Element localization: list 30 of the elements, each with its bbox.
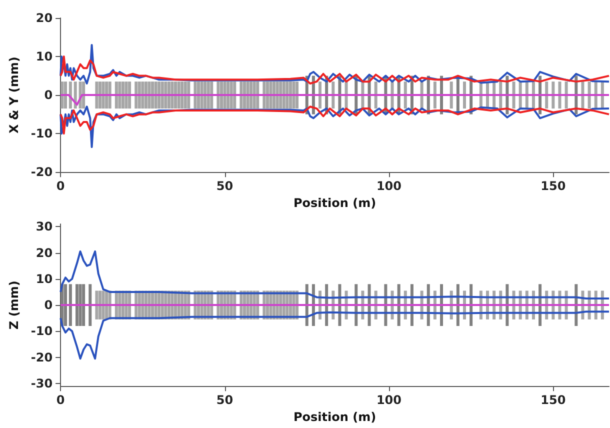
x-tick-label: 100 [376,179,402,194]
y-tick-label: -20 [30,165,53,180]
x-axis-title: Position (m) [293,410,376,424]
x-axis-title: Position (m) [293,196,376,210]
y-tick-label: -20 [30,350,53,364]
y-axis-title: X & Y (mm) [7,56,21,134]
y-tick-label: -30 [30,376,53,390]
y-tick-label: 10 [36,50,53,64]
line-series [60,44,610,84]
line-series [60,106,610,135]
y-tick-label: 20 [36,246,53,260]
y-tick-label: 0 [44,298,53,312]
x-tick-label: 0 [56,179,65,194]
y-tick-label: -10 [30,126,53,141]
y-tick-label: 10 [36,272,53,286]
line-series [60,56,610,84]
y-tick-label: -10 [30,324,53,338]
x-tick-label: 150 [540,179,566,194]
x-tick-label: 150 [540,393,566,408]
x-tick-label: 50 [216,179,234,194]
y-tick-label: 20 [36,11,53,25]
line-series [60,310,610,360]
line-series [60,250,610,300]
x-tick-label: 0 [56,393,65,408]
x-tick-label: 100 [376,393,402,408]
x-tick-label: 50 [216,393,234,408]
y-tick-label: 30 [36,220,53,234]
y-axis-title: Z (mm) [7,280,21,330]
line-series [60,106,610,148]
y-tick-label: 0 [44,88,53,102]
